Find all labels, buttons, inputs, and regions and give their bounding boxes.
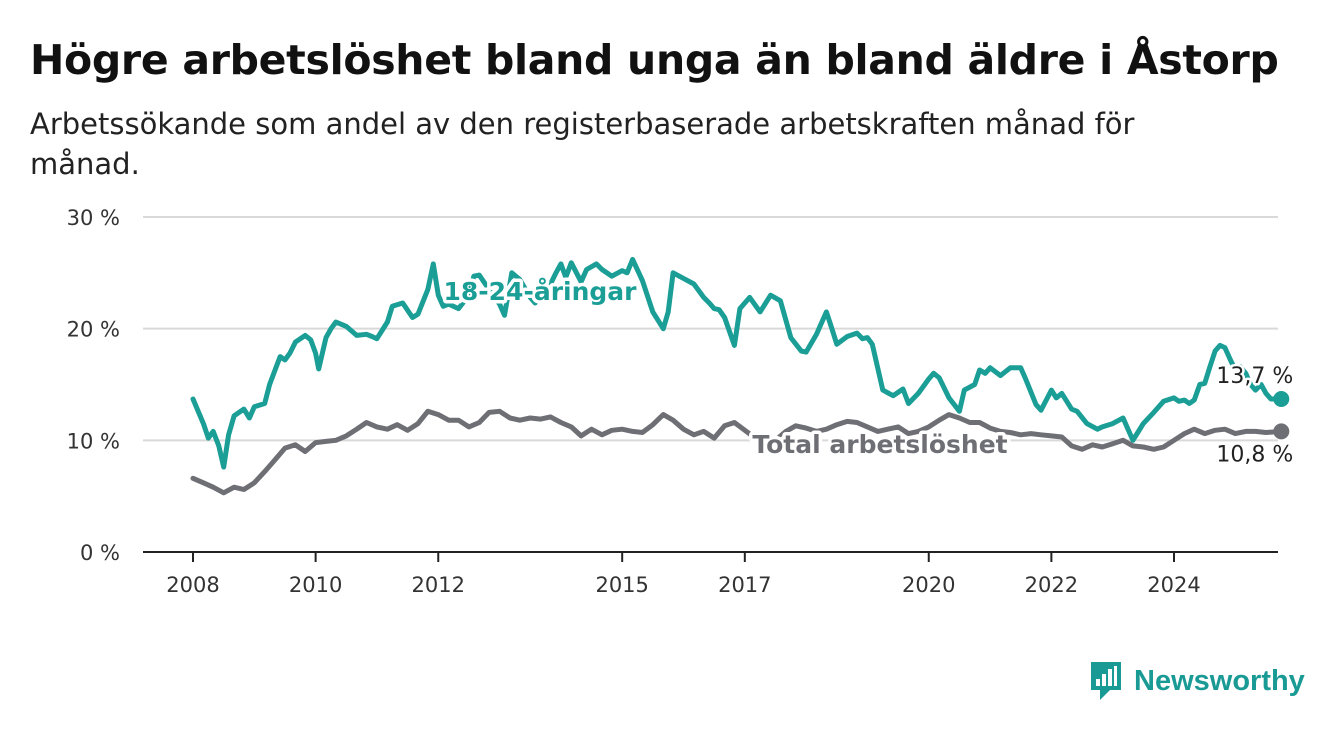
series-labels: 18-24-åringar Total arbetslöshet 13,7 % 10,… [440,274,1296,470]
x-tick-label: 2024 [1147,573,1200,597]
gridlines [143,216,1278,553]
x-tick-label: 2017 [718,573,771,597]
y-tick-label: 30 % [67,206,120,230]
brand-name: Newsworthy [1134,664,1305,697]
x-tick-label: 2022 [1025,573,1078,597]
end-value-youth: 13,7 % [1216,364,1293,389]
series-line-youth [190,256,1284,470]
series-line-total [190,408,1284,496]
y-tick-label: 20 % [67,318,120,342]
end-point-youth [1273,391,1290,408]
newsworthy-logo[interactable]: Newsworthy [1088,660,1305,702]
x-tick-label: 2008 [166,573,219,597]
end-point-total [1273,423,1290,440]
bar-chart-icon [1091,662,1121,700]
x-tick-label: 2012 [412,573,465,597]
x-tick-label: 2010 [289,573,342,597]
x-axis-ticks: 2008 2010 2012 2015 2017 2020 2022 2024 [166,552,1201,597]
chart-subtitle: Arbetssökande som andel av den registerb… [30,107,1135,181]
chart-title: Högre arbetslöshet bland unga än bland ä… [30,36,1279,84]
series-label-total: Total arbetslöshet [752,430,1007,459]
y-tick-label: 0 % [80,541,120,565]
end-value-total: 10,8 % [1216,442,1293,467]
y-axis-ticks: 0 % 10 % 20 % 30 % [67,206,120,565]
x-tick-label: 2020 [902,573,955,597]
series-label-youth: 18-24-åringar [444,277,638,306]
y-tick-label: 10 % [67,429,120,453]
series-lines [190,256,1290,496]
x-tick-label: 2015 [595,573,648,597]
